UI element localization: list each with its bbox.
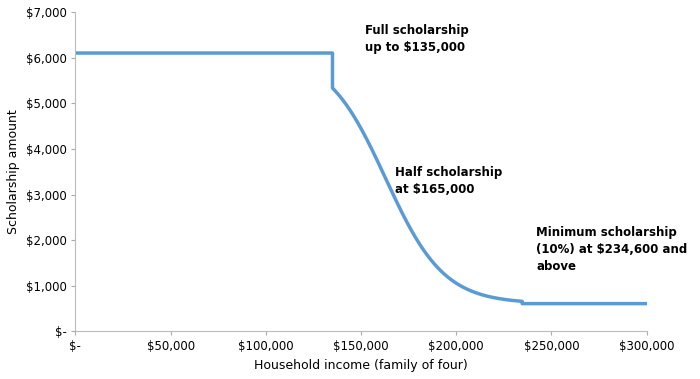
X-axis label: Household income (family of four): Household income (family of four) [254, 359, 468, 372]
Text: Half scholarship
at $165,000: Half scholarship at $165,000 [395, 166, 503, 196]
Y-axis label: Scholarship amount: Scholarship amount [7, 109, 20, 234]
Text: Minimum scholarship
(10%) at $234,600 and
above: Minimum scholarship (10%) at $234,600 an… [536, 226, 687, 273]
Text: Full scholarship
up to $135,000: Full scholarship up to $135,000 [365, 24, 468, 54]
